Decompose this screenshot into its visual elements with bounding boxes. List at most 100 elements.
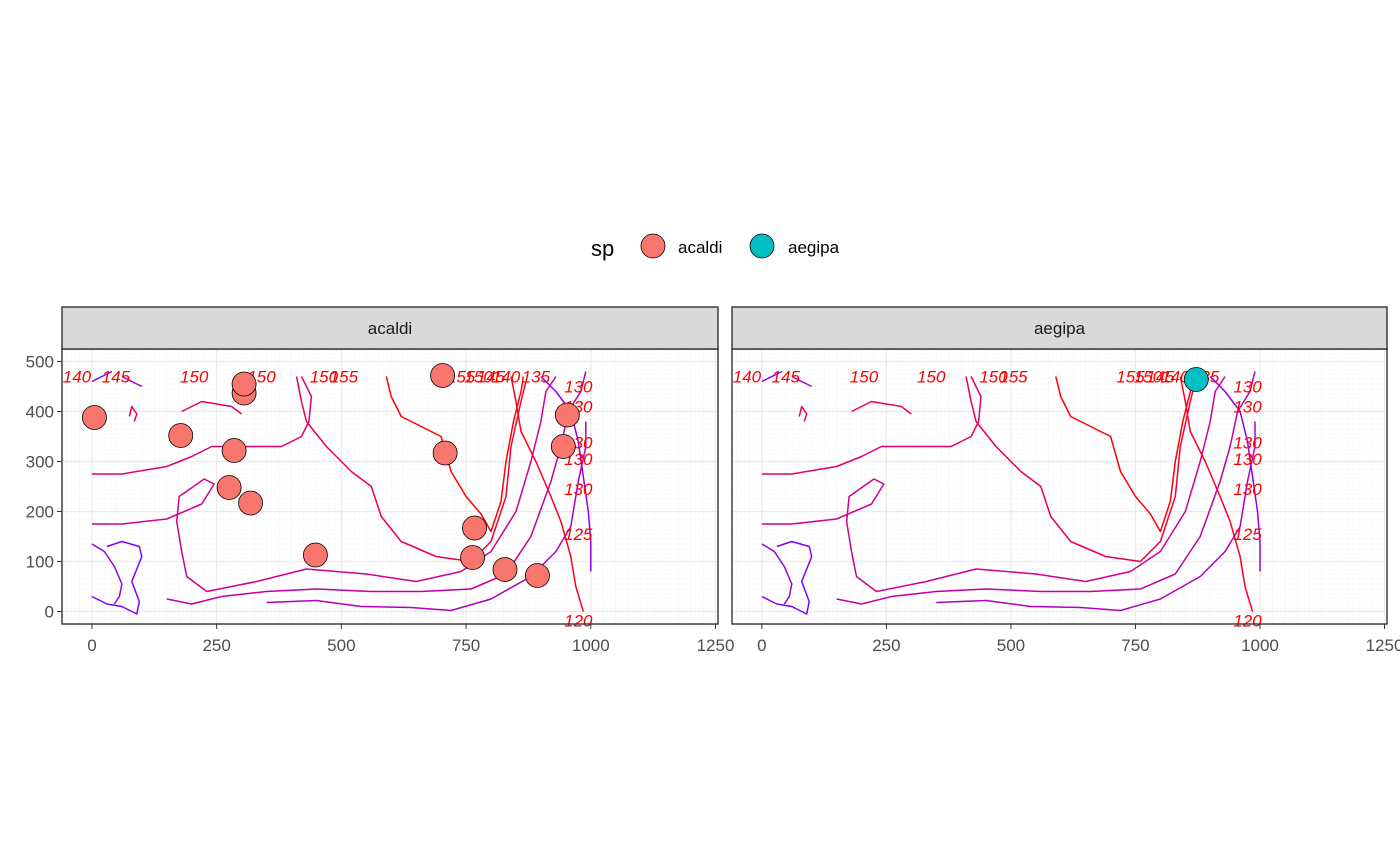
contour-label: 145 — [477, 368, 506, 387]
contour-label: 155 — [330, 368, 359, 387]
contour-label: 150 — [310, 368, 339, 387]
contour-label: 155 — [999, 368, 1028, 387]
contour-lines — [761, 370, 1261, 615]
legend-label-acaldi: acaldi — [678, 238, 722, 257]
data-point-acaldi — [168, 423, 194, 448]
contour-line — [1179, 376, 1254, 612]
x-tick-label: 500 — [997, 636, 1025, 655]
y-tick-label: 400 — [26, 403, 54, 422]
data-point-acaldi — [303, 542, 328, 568]
x-tick-label: 250 — [202, 636, 230, 655]
contour-label: 140 — [733, 368, 762, 387]
x-tick-label: 750 — [1121, 636, 1149, 655]
contour-label: 125 — [564, 525, 593, 544]
contour-label: 140 — [63, 368, 92, 387]
contour-label: 150 — [1134, 368, 1163, 387]
data-point-acaldi — [231, 371, 257, 397]
data-point-acaldi — [492, 557, 518, 582]
data-point-acaldi — [430, 363, 456, 388]
data-point-acaldi — [432, 440, 458, 466]
contour-label: 130 — [564, 480, 593, 499]
contour-label: 120 — [1233, 612, 1262, 631]
contour-label: 150 — [917, 368, 946, 387]
contour-line — [761, 376, 982, 475]
contour-line — [836, 371, 1256, 605]
contour-label: 120 — [564, 612, 593, 631]
contour-line — [851, 400, 912, 415]
contour-line — [266, 421, 587, 612]
contour-line — [295, 376, 527, 563]
contour-line — [798, 405, 808, 422]
x-tick-label: 1000 — [1241, 636, 1279, 655]
contour-label: 135 — [522, 368, 551, 387]
y-tick-label: 0 — [45, 603, 54, 622]
data-point-acaldi — [460, 545, 485, 570]
contour-label: 140 — [1161, 368, 1190, 387]
contour-label: 130 — [1233, 450, 1262, 469]
contour-line — [385, 376, 525, 533]
contour-label: 130 — [1233, 480, 1262, 499]
contour-label: 150 — [850, 368, 879, 387]
strip-background — [61, 306, 719, 350]
legend: sp acaldi aegipa — [591, 233, 840, 261]
contour-label: 130 — [564, 378, 593, 397]
data-point-acaldi — [82, 405, 107, 430]
contour-line — [540, 375, 592, 572]
y-tick-label: 100 — [26, 553, 54, 572]
x-tick-label: 250 — [872, 636, 900, 655]
data-point-acaldi — [462, 515, 487, 541]
contour-lines — [91, 370, 592, 615]
contour-line — [91, 543, 123, 605]
contour-label: 130 — [1233, 378, 1262, 397]
contour-line — [91, 370, 113, 383]
contour-label: 150 — [979, 368, 1008, 387]
contour-line — [128, 405, 138, 422]
contour-line — [91, 376, 313, 475]
data-point-acaldi — [238, 490, 263, 516]
contour-label: 125 — [1233, 525, 1262, 544]
contour-line — [791, 375, 813, 388]
contour-label: 140 — [492, 368, 521, 387]
legend-key-aegipa — [749, 233, 775, 259]
y-tick-label: 200 — [26, 503, 54, 522]
contour-label: 150 — [464, 368, 493, 387]
strip-background — [731, 306, 1388, 350]
x-tick-label: 500 — [327, 636, 355, 655]
contour-label: 155 — [1116, 368, 1145, 387]
data-point-acaldi — [550, 434, 576, 459]
contour-line — [91, 376, 557, 593]
contour-line — [936, 421, 1256, 612]
y-tick-label: 500 — [26, 353, 54, 372]
contour-line — [761, 543, 793, 605]
contour-line — [1209, 375, 1261, 572]
legend-key-acaldi — [640, 233, 666, 259]
contour-label: 130 — [1233, 434, 1262, 453]
strip-label: acaldi — [368, 319, 412, 338]
legend-entry-acaldi: acaldi — [640, 233, 722, 259]
contour-line — [761, 540, 813, 615]
legend-entry-aegipa: aegipa — [749, 233, 840, 259]
contour-label: 145 — [772, 368, 801, 387]
x-tick-label: 0 — [87, 636, 96, 655]
data-point-acaldi — [554, 402, 580, 428]
panel-aegipa: 1401451501501501551551501451401351301301… — [731, 306, 1400, 655]
x-tick-label: 1250 — [1366, 636, 1400, 655]
x-tick-label: 1000 — [572, 636, 610, 655]
data-point-acaldi — [525, 563, 550, 588]
contour-line — [1055, 376, 1194, 533]
data-point-acaldi — [216, 475, 242, 500]
contour-line — [510, 376, 585, 612]
legend-title: sp — [591, 236, 614, 261]
contour-label: 130 — [1233, 398, 1262, 417]
contour-line — [965, 376, 1196, 563]
strip-label: aegipa — [1034, 319, 1086, 338]
contour-line — [181, 400, 243, 415]
data-point-aegipa — [1183, 367, 1209, 392]
x-tick-label: 0 — [757, 636, 766, 655]
y-tick-label: 300 — [26, 453, 54, 472]
x-tick-label: 1250 — [697, 636, 735, 655]
contour-line — [761, 370, 783, 383]
x-tick-label: 750 — [452, 636, 480, 655]
